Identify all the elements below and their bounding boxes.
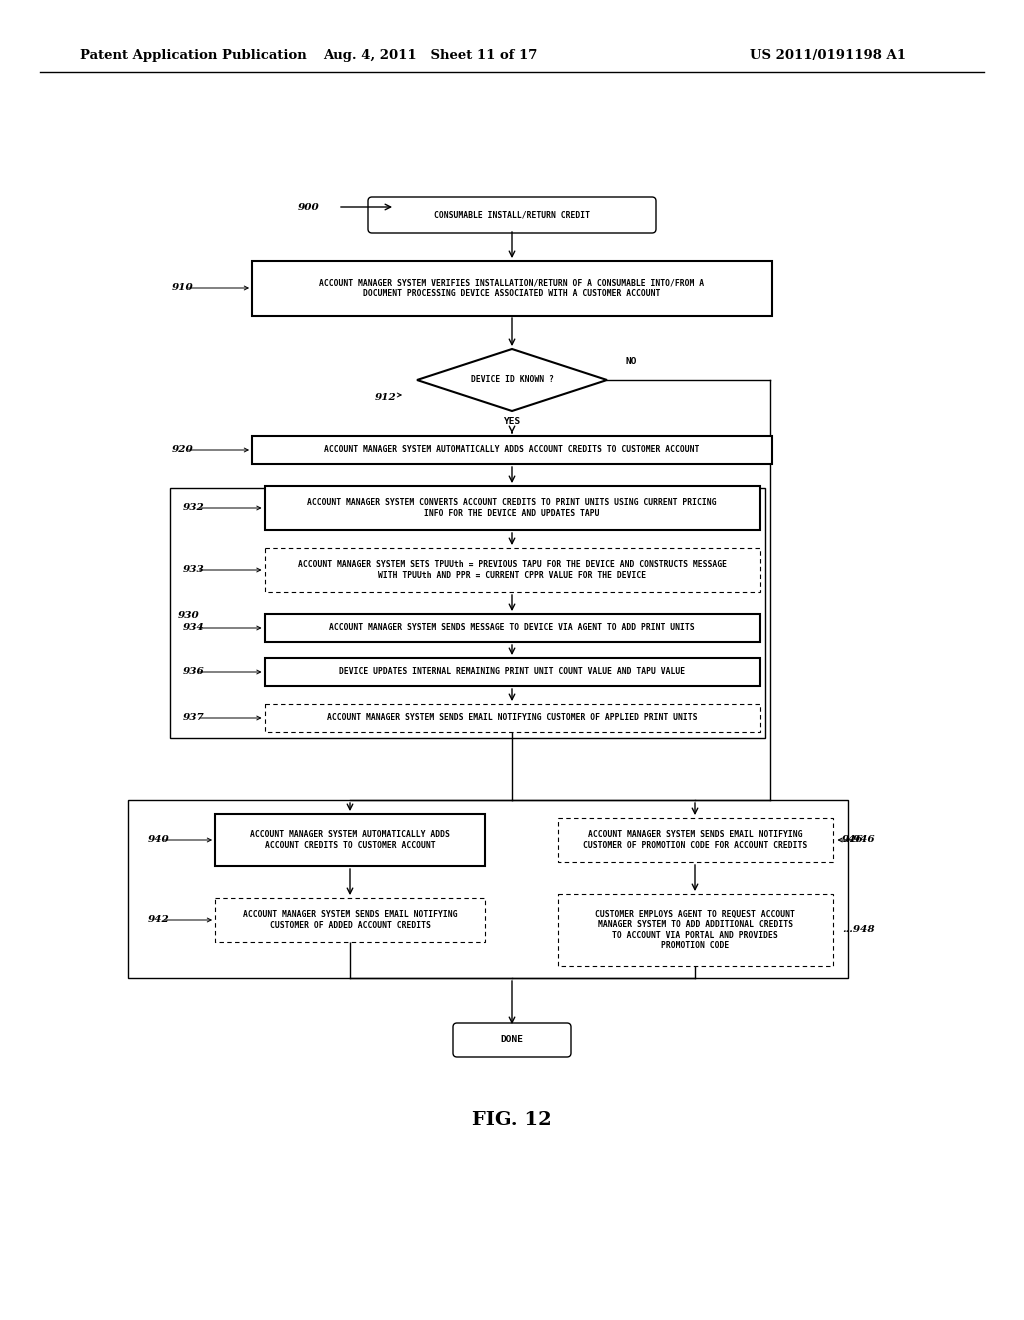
FancyBboxPatch shape (368, 197, 656, 234)
Text: NO: NO (625, 358, 637, 367)
Bar (215, 898, 485, 942)
Text: US 2011/0191198 A1: US 2011/0191198 A1 (750, 49, 906, 62)
Text: ACCOUNT MANAGER SYSTEM CONVERTS ACCOUNT CREDITS TO PRINT UNITS USING CURRENT PRI: ACCOUNT MANAGER SYSTEM CONVERTS ACCOUNT … (307, 498, 717, 517)
Text: ACCOUNT MANAGER SYSTEM SENDS EMAIL NOTIFYING
CUSTOMER OF ADDED ACCOUNT CREDITS: ACCOUNT MANAGER SYSTEM SENDS EMAIL NOTIF… (243, 911, 458, 929)
Text: YES: YES (504, 417, 520, 426)
Text: DEVICE UPDATES INTERNAL REMAINING PRINT UNIT COUNT VALUE AND TAPU VALUE: DEVICE UPDATES INTERNAL REMAINING PRINT … (339, 668, 685, 676)
Text: 933: 933 (183, 565, 205, 574)
Polygon shape (417, 348, 607, 411)
Bar (264, 657, 760, 686)
Text: 934: 934 (183, 623, 205, 632)
Text: CUSTOMER EMPLOYS AGENT TO REQUEST ACCOUNT
MANAGER SYSTEM TO ADD ADDITIONAL CREDI: CUSTOMER EMPLOYS AGENT TO REQUEST ACCOUN… (595, 909, 795, 950)
Text: 932: 932 (183, 503, 205, 512)
Text: 936: 936 (183, 668, 205, 676)
Text: 946: 946 (842, 836, 864, 845)
Text: DEVICE ID KNOWN ?: DEVICE ID KNOWN ? (471, 375, 553, 384)
Bar (264, 548, 760, 591)
Text: ...948: ...948 (842, 925, 874, 935)
Bar (264, 704, 760, 733)
Text: 940: 940 (148, 836, 170, 845)
Text: 910: 910 (172, 284, 194, 293)
Bar (252, 260, 772, 315)
Text: ACCOUNT MANAGER SYSTEM VERIFIES INSTALLATION/RETURN OF A CONSUMABLE INTO/FROM A
: ACCOUNT MANAGER SYSTEM VERIFIES INSTALLA… (319, 279, 705, 298)
Text: ACCOUNT MANAGER SYSTEM SENDS EMAIL NOTIFYING CUSTOMER OF APPLIED PRINT UNITS: ACCOUNT MANAGER SYSTEM SENDS EMAIL NOTIF… (327, 714, 697, 722)
Bar (252, 436, 772, 465)
Bar (557, 818, 833, 862)
Bar (264, 486, 760, 531)
Text: ACCOUNT MANAGER SYSTEM AUTOMATICALLY ADDS
ACCOUNT CREDITS TO CUSTOMER ACCOUNT: ACCOUNT MANAGER SYSTEM AUTOMATICALLY ADD… (250, 830, 450, 850)
Text: ...946: ...946 (842, 836, 874, 845)
Text: Patent Application Publication: Patent Application Publication (80, 49, 307, 62)
Text: FIG. 12: FIG. 12 (472, 1111, 552, 1129)
Text: ACCOUNT MANAGER SYSTEM SENDS EMAIL NOTIFYING
CUSTOMER OF PROMOTION CODE FOR ACCO: ACCOUNT MANAGER SYSTEM SENDS EMAIL NOTIF… (583, 830, 807, 850)
Text: Aug. 4, 2011   Sheet 11 of 17: Aug. 4, 2011 Sheet 11 of 17 (323, 49, 538, 62)
Bar (557, 894, 833, 966)
Text: 920: 920 (172, 446, 194, 454)
Text: 900: 900 (298, 202, 319, 211)
Text: 912: 912 (375, 393, 396, 403)
Bar (170, 488, 765, 738)
Text: DONE: DONE (501, 1035, 523, 1044)
Bar (215, 814, 485, 866)
Text: ACCOUNT MANAGER SYSTEM AUTOMATICALLY ADDS ACCOUNT CREDITS TO CUSTOMER ACCOUNT: ACCOUNT MANAGER SYSTEM AUTOMATICALLY ADD… (325, 446, 699, 454)
Text: ACCOUNT MANAGER SYSTEM SENDS MESSAGE TO DEVICE VIA AGENT TO ADD PRINT UNITS: ACCOUNT MANAGER SYSTEM SENDS MESSAGE TO … (329, 623, 695, 632)
Text: 942: 942 (148, 916, 170, 924)
Bar (128, 800, 848, 978)
Bar (264, 614, 760, 642)
Text: 937: 937 (183, 714, 205, 722)
Text: 930: 930 (178, 610, 200, 619)
Text: CONSUMABLE INSTALL/RETURN CREDIT: CONSUMABLE INSTALL/RETURN CREDIT (434, 210, 590, 219)
Text: ACCOUNT MANAGER SYSTEM SETS TPUUth = PREVIOUS TAPU FOR THE DEVICE AND CONSTRUCTS: ACCOUNT MANAGER SYSTEM SETS TPUUth = PRE… (298, 560, 726, 579)
FancyBboxPatch shape (453, 1023, 571, 1057)
